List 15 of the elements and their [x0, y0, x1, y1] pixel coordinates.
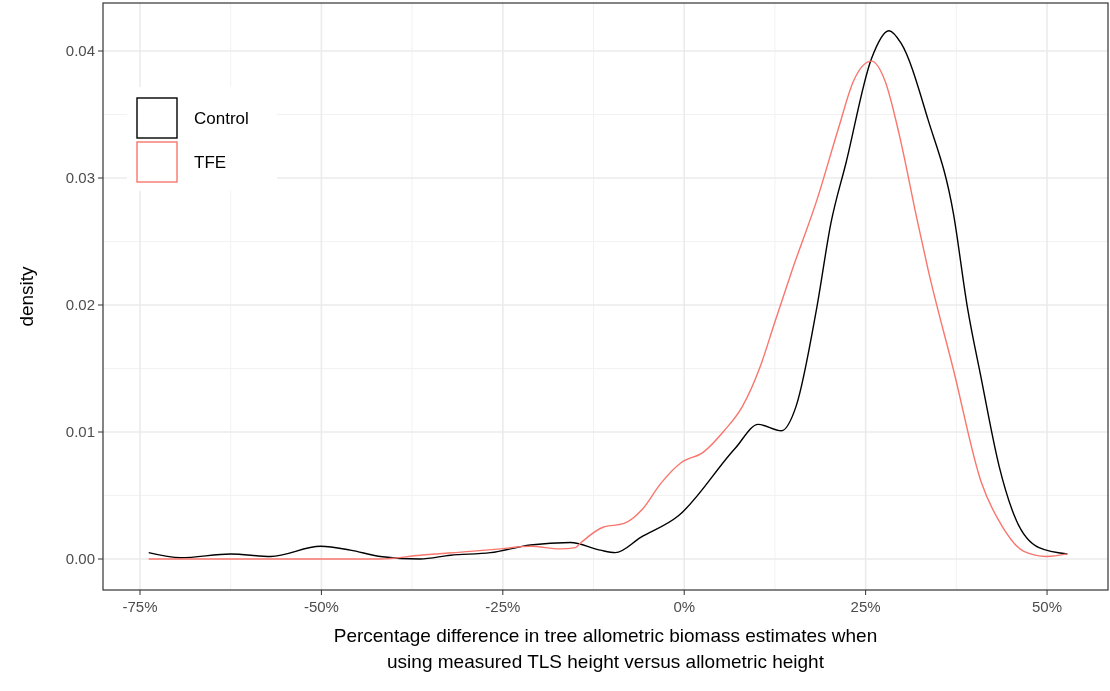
x-tick-label: 0%	[673, 598, 696, 615]
legend-label: Control	[194, 109, 249, 128]
x-tick-label: 50%	[1032, 598, 1063, 615]
x-tick-label: 25%	[850, 598, 881, 615]
y-tick-label: 0.01	[65, 423, 95, 441]
y-tick-label: 0.04	[65, 42, 95, 60]
y-tick-label: 0.03	[65, 169, 95, 187]
legend-label: TFE	[194, 153, 227, 172]
y-tick-label: 0.00	[65, 550, 95, 568]
y-axis-title: density	[16, 265, 37, 327]
x-tick-label: -50%	[303, 598, 339, 615]
x-tick-label: -75%	[122, 598, 158, 615]
y-tick-label: 0.02	[65, 296, 95, 314]
x-tick-label: -25%	[485, 598, 521, 615]
x-axis-title: Percentage difference in tree allometric biomass estimates when using measured TLS height versus allometric height	[333, 625, 878, 672]
